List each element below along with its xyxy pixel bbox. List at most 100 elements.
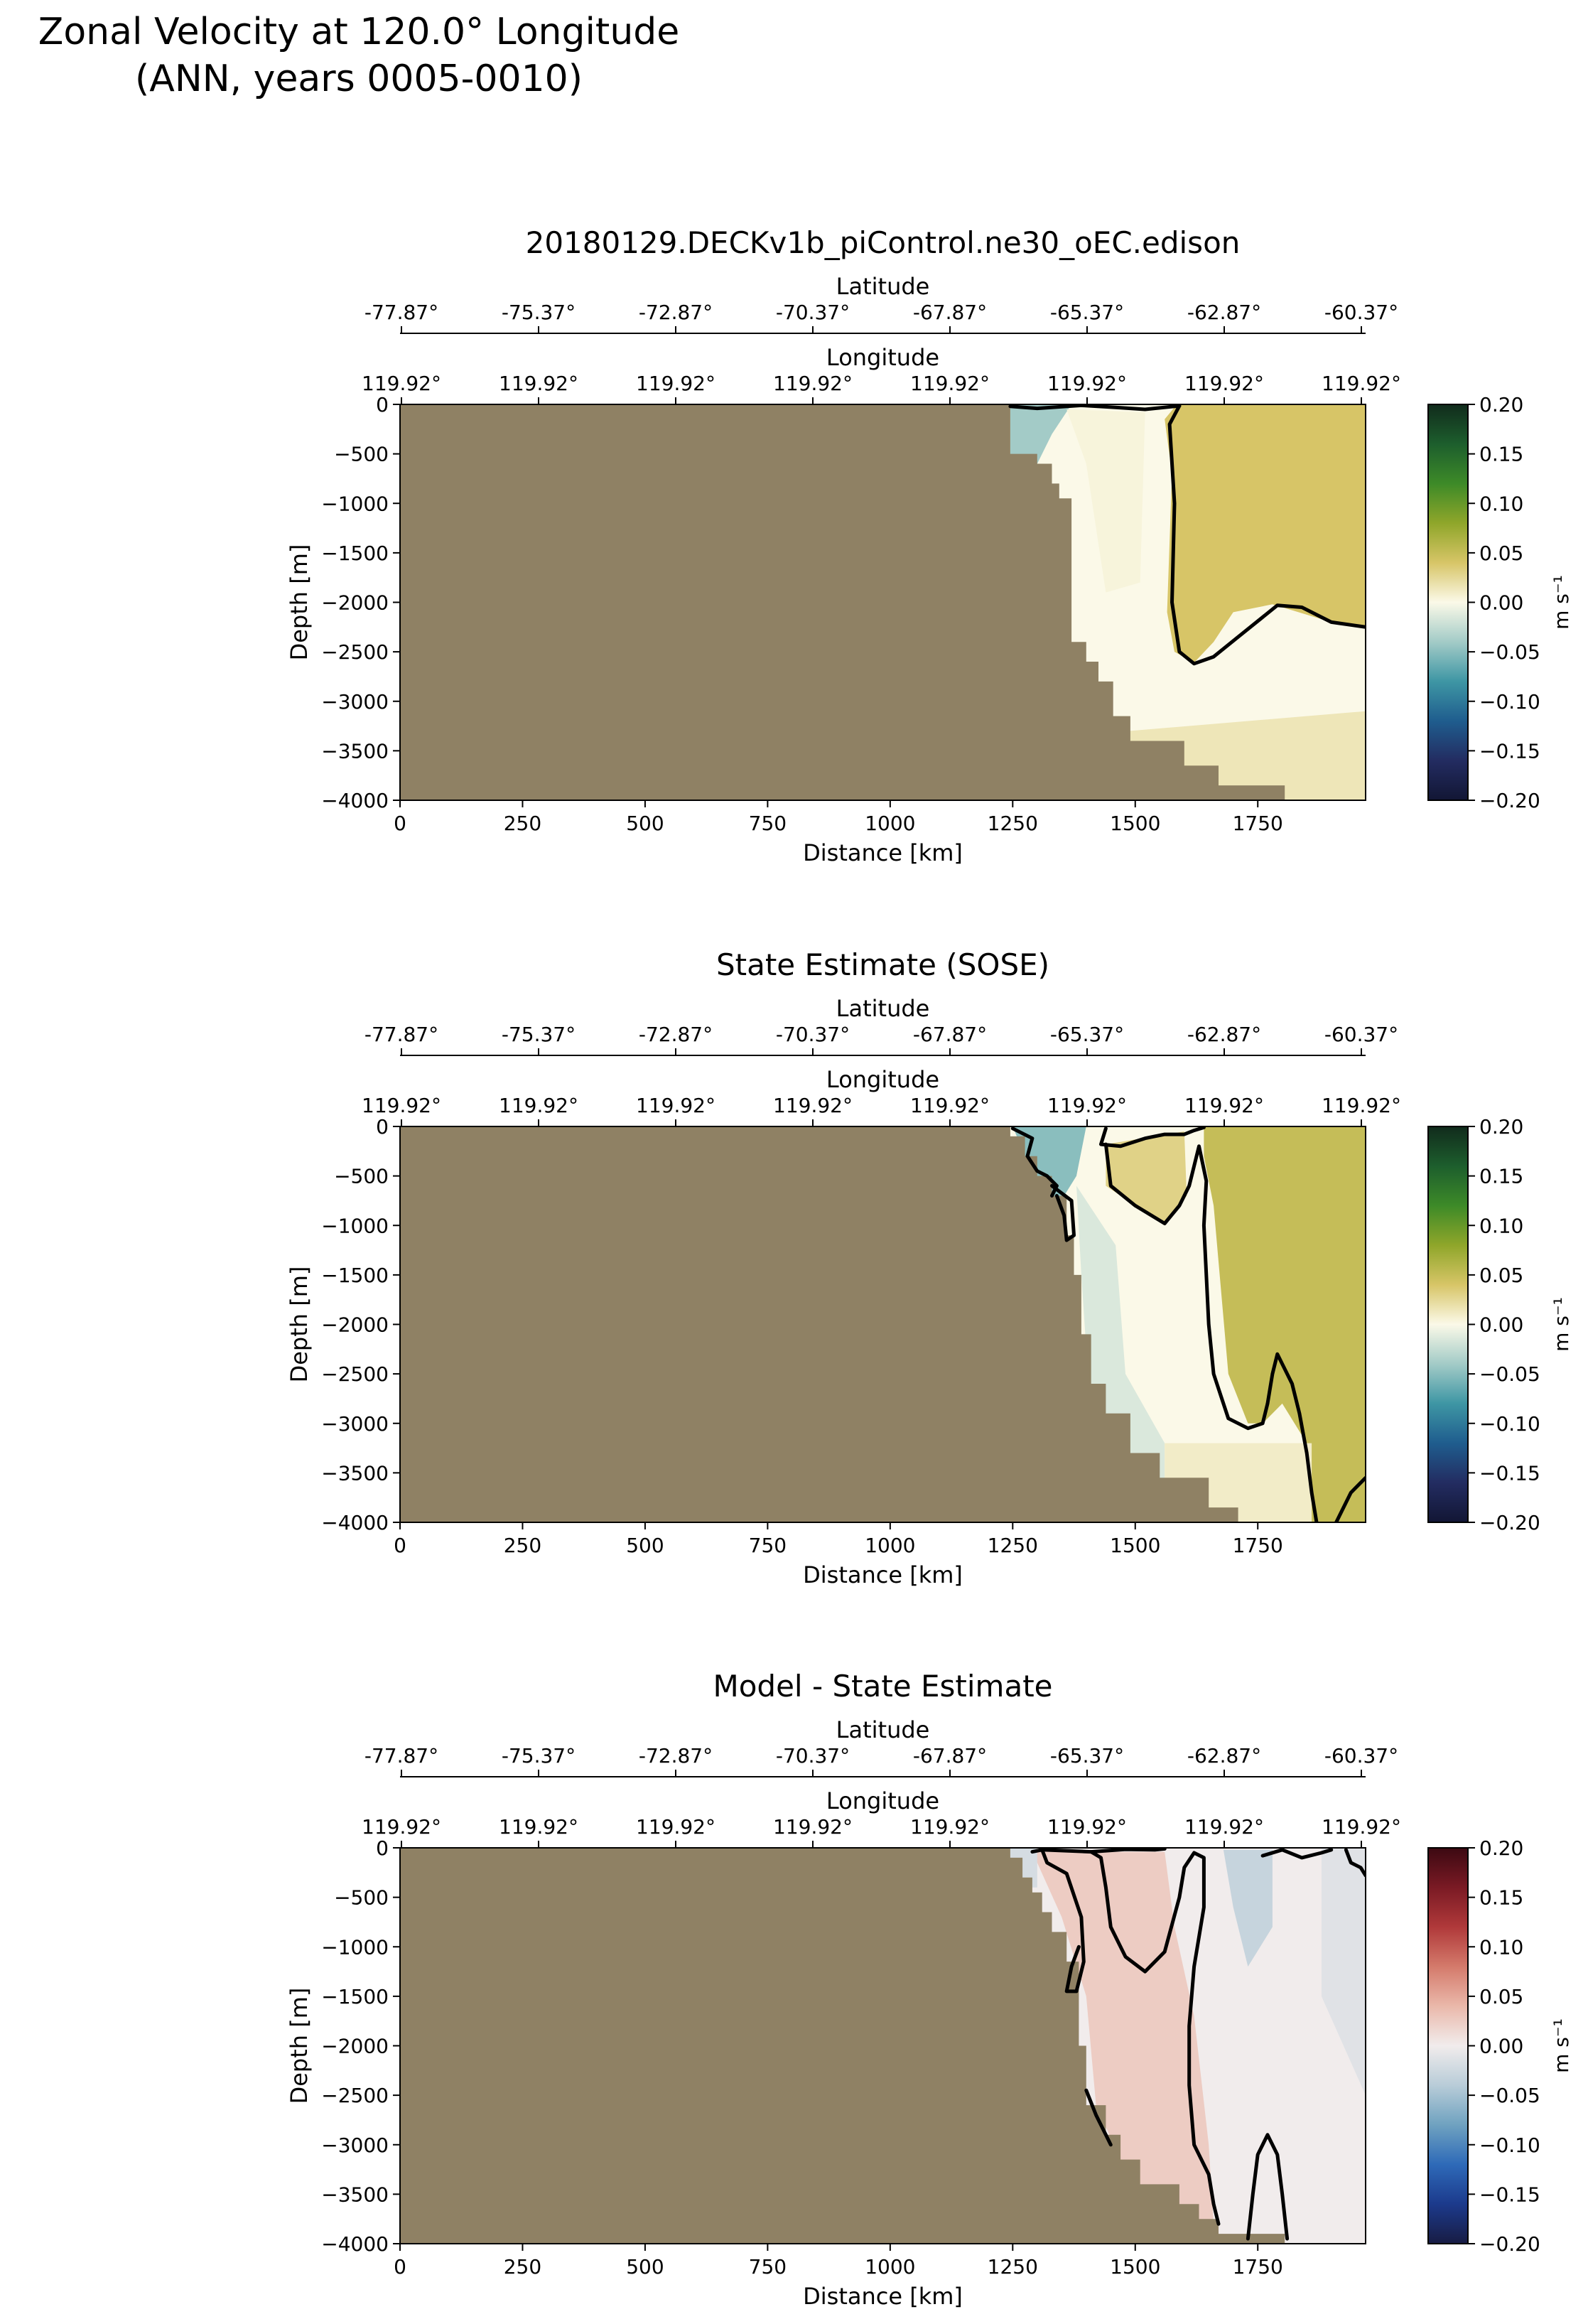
colorbar-tick-label: −0.10: [1479, 2134, 1540, 2157]
latitude-tick-label: -70.37°: [776, 301, 850, 324]
x-tick-label: 250: [504, 1534, 541, 1557]
zero-contour: [1050, 1184, 1076, 1242]
latitude-tick-label: -60.37°: [1324, 301, 1398, 324]
colorbar-tick-label: −0.20: [1479, 1511, 1540, 1534]
x-tick-label: 1000: [865, 1534, 915, 1557]
latitude-tick-label: -65.37°: [1050, 301, 1124, 324]
longitude-tick-label: 119.92°: [910, 1094, 990, 1117]
x-axis-label: Distance [km]: [803, 2283, 963, 2310]
colorbar-label: m s⁻¹: [1550, 1297, 1573, 1352]
field-layer: [400, 1848, 1366, 2244]
longitude-tick-label: 119.92°: [1322, 372, 1401, 395]
y-axis-label: Depth [m]: [286, 1988, 313, 2104]
colorbar-tick-label: −0.10: [1479, 690, 1540, 714]
y-tick-label: −2500: [321, 1362, 389, 1386]
latitude-tick-label: -72.87°: [639, 301, 713, 324]
x-axis-label: Distance [km]: [803, 1561, 963, 1588]
longitude-tick-label: 119.92°: [1047, 1094, 1127, 1117]
field-region: [1204, 1126, 1366, 1522]
latitude-tick-label: -70.37°: [776, 1023, 850, 1046]
colorbar-tick-label: 0.10: [1479, 492, 1523, 515]
longitude-axis-label: Longitude: [826, 1066, 939, 1093]
zero-contour: [1246, 2133, 1290, 2241]
colorbar: [1427, 1847, 1469, 2244]
colorbar-tick-label: 0.05: [1479, 1264, 1523, 1287]
latitude-tick-label: -60.37°: [1324, 1023, 1398, 1046]
colorbar-tick-label: 0.05: [1479, 542, 1523, 565]
bathymetry-land: [400, 1126, 1238, 1522]
colorbar-tick-label: 0.00: [1479, 1313, 1523, 1337]
zero-contour: [1089, 1850, 1221, 2226]
figure-title-line1: Zonal Velocity at 120.0° Longitude: [38, 11, 680, 53]
colorbar-tick-label: −0.15: [1479, 739, 1540, 763]
y-axis-label: Depth [m]: [286, 544, 313, 661]
colorbar-tick-label: 0.05: [1479, 1985, 1523, 2008]
field-layer: [400, 1126, 1366, 1522]
x-tick-label: 1750: [1233, 1534, 1283, 1557]
y-axis-label: Depth [m]: [286, 1266, 313, 1383]
y-tick-label: −1000: [321, 1935, 389, 1959]
latitude-tick-label: -60.37°: [1324, 1744, 1398, 1768]
latitude-tick-label: -62.87°: [1187, 1023, 1261, 1046]
field-region: [1223, 1849, 1273, 1967]
x-tick-label: 1250: [988, 1534, 1038, 1557]
y-tick-label: −500: [334, 443, 389, 466]
latitude-tick-label: -75.37°: [502, 301, 576, 324]
colorbar-tick-label: −0.05: [1479, 1362, 1540, 1386]
longitude-tick-label: 119.92°: [773, 372, 853, 395]
colorbar-tick-label: 0.20: [1479, 1115, 1523, 1139]
y-tick-label: −4000: [321, 2232, 389, 2256]
x-tick-label: 0: [394, 812, 406, 835]
colorbar-tick-label: 0.20: [1479, 1836, 1523, 1860]
colorbar-tick-label: 0.20: [1479, 393, 1523, 416]
colorbar-tick-label: 0.10: [1479, 1214, 1523, 1237]
latitude-tick-label: -67.87°: [913, 1744, 987, 1768]
longitude-tick-label: 119.92°: [499, 1815, 578, 1839]
y-tick-label: −1500: [321, 542, 389, 565]
colorbar-tick-label: 0.10: [1479, 1935, 1523, 1959]
x-tick-label: 1250: [988, 2255, 1038, 2279]
panel-title: State Estimate (SOSE): [716, 947, 1049, 982]
latitude-tick-label: -62.87°: [1187, 301, 1261, 324]
x-axis-label: Distance [km]: [803, 839, 963, 866]
zero-contour: [1344, 1848, 1366, 1878]
y-tick-label: −3500: [321, 2183, 389, 2206]
latitude-axis-label: Latitude: [836, 273, 930, 300]
longitude-tick-label: 119.92°: [773, 1094, 853, 1117]
latitude-tick-label: -70.37°: [776, 1744, 850, 1768]
panel-title: Model - State Estimate: [713, 1669, 1053, 1704]
colorbar-tick-label: −0.20: [1479, 2232, 1540, 2256]
longitude-tick-label: 119.92°: [1184, 1815, 1264, 1839]
longitude-tick-label: 119.92°: [910, 1815, 990, 1839]
y-tick-label: −2500: [321, 2084, 389, 2107]
latitude-tick-label: -67.87°: [913, 1023, 987, 1046]
y-tick-label: −2500: [321, 640, 389, 664]
x-tick-label: 1500: [1110, 812, 1160, 835]
y-tick-label: −3000: [321, 690, 389, 714]
longitude-tick-label: 119.92°: [499, 1094, 578, 1117]
x-tick-label: 1500: [1110, 2255, 1160, 2279]
longitude-tick-label: 119.92°: [499, 372, 578, 395]
x-tick-label: 1500: [1110, 1534, 1160, 1557]
longitude-tick-label: 119.92°: [362, 372, 441, 395]
longitude-tick-label: 119.92°: [910, 372, 990, 395]
y-tick-label: −4000: [321, 789, 389, 812]
colorbar-tick-label: 0.15: [1479, 1165, 1523, 1188]
y-tick-label: −2000: [321, 1313, 389, 1337]
latitude-tick-label: -65.37°: [1050, 1744, 1124, 1768]
zero-contour: [1334, 1475, 1366, 1522]
longitude-tick-label: 119.92°: [636, 1094, 715, 1117]
zero-contour: [1103, 1142, 1319, 1522]
latitude-tick-label: -77.87°: [364, 1023, 438, 1046]
y-tick-label: 0: [376, 1836, 389, 1860]
y-tick-label: −1500: [321, 1264, 389, 1287]
bathymetry-land: [400, 404, 1285, 800]
latitude-tick-label: -77.87°: [364, 1744, 438, 1768]
y-tick-label: 0: [376, 1115, 389, 1139]
latitude-tick-label: -75.37°: [502, 1023, 576, 1046]
longitude-tick-label: 119.92°: [1184, 1094, 1264, 1117]
y-tick-label: −2000: [321, 2035, 389, 2058]
longitude-tick-label: 119.92°: [1047, 1815, 1127, 1839]
y-tick-label: −2000: [321, 591, 389, 615]
